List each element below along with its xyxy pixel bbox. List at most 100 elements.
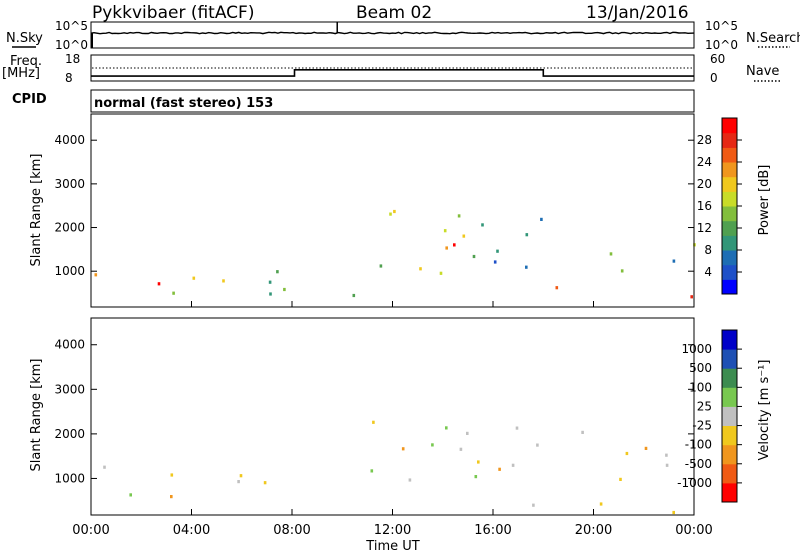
echo-cell (222, 279, 225, 283)
echo-cell (690, 295, 693, 299)
y-tick-label: 1000 (54, 471, 85, 485)
echo-cell (525, 233, 529, 237)
echo-cell (431, 443, 434, 447)
colorbar-swatch (722, 482, 737, 503)
colorbar-tick-label: -100 (685, 438, 712, 452)
colorbar-tick-label: 500 (689, 361, 712, 375)
echo-cell (472, 254, 476, 259)
x-tick-label: 16:00 (474, 523, 511, 538)
echo-cell (269, 292, 272, 296)
power-colorbar-label: Power [dB] (757, 165, 772, 236)
echo-cell (466, 431, 469, 435)
colorbar-swatch (722, 191, 737, 207)
nsearch-tick-top: 10^5 (705, 19, 738, 33)
echo-cell (419, 267, 422, 271)
echo-cell (625, 451, 629, 456)
echo-cell (620, 269, 624, 273)
y-tick-label: 4000 (54, 133, 85, 147)
echo-cell (536, 443, 539, 447)
colorbar-swatch (722, 176, 737, 192)
nsky-panel: N.Sky 10^5 10^0 10^5 10^0 N.Search (6, 19, 800, 52)
freq-tick-top: 18 (65, 52, 80, 66)
velocity-colorbar: -1000 -500 -100 -25 25 100 500 1000 (677, 329, 742, 503)
echo-cell (555, 286, 559, 290)
echo-cell (408, 478, 412, 482)
colorbar-swatch (722, 330, 737, 350)
colorbar-swatch (722, 206, 737, 222)
echo-cell (443, 229, 447, 233)
power-ylabel: Slant Range [km] (29, 154, 44, 267)
colorbar-swatch (722, 463, 737, 484)
nsky-trace (90, 31, 695, 35)
x-tick-label: 04:00 (173, 523, 210, 538)
echo-cell (496, 249, 499, 253)
nsky-tick-top: 10^5 (55, 19, 88, 33)
colorbar-swatch (722, 444, 737, 465)
y-tick-label: 4000 (54, 338, 85, 352)
colorbar-tick-label: 12 (697, 221, 712, 235)
echo-cell (453, 243, 456, 247)
power-panel: 1000 2000 3000 4000 Slant Range [km] 4 8 12 16… (29, 113, 772, 308)
colorbar-tick-label: 8 (704, 243, 712, 257)
colorbar-swatch (722, 349, 737, 369)
velocity-ylabel: Slant Range [km] (29, 359, 44, 472)
echo-cell (665, 463, 669, 467)
colorbar-tick-label: 100 (689, 380, 712, 394)
freq-trace (91, 69, 694, 77)
echo-cell (283, 287, 286, 292)
echo-cell (481, 223, 484, 227)
y-tick-label: 2000 (54, 221, 85, 235)
time-axis: 00:00 04:00 08:00 12:00 16:00 20:00 00:00 (72, 301, 713, 538)
echo-cell (540, 217, 543, 221)
x-tick-label: 08:00 (273, 523, 310, 538)
colorbar-swatch (722, 368, 737, 388)
nsky-tick-bottom: 10^0 (55, 38, 88, 52)
echo-cell (389, 212, 392, 216)
velocity-y-axis: 1000 2000 3000 4000 (54, 338, 694, 485)
colorbar-swatch (722, 220, 737, 236)
echo-cell (532, 503, 535, 507)
echo-cell (239, 474, 243, 478)
nave-tick-bottom: 0 (710, 71, 718, 85)
echo-cell (170, 473, 174, 477)
colorbar-swatch (722, 147, 737, 163)
radar-title: Pykkvibaer (fitACF) (92, 3, 254, 23)
echo-cell (474, 475, 478, 479)
beam-title: Beam 02 (356, 3, 432, 23)
echo-cell (401, 447, 405, 451)
nave-tick-top: 60 (710, 52, 725, 66)
x-tick-label: 12:00 (374, 523, 411, 538)
colorbar-tick-label: -1000 (677, 476, 712, 490)
echo-cell (192, 276, 196, 280)
echo-cell (672, 510, 675, 515)
velocity-panel: 1000 2000 3000 4000 Slant Range [km] -1000 -… (29, 317, 772, 516)
colorbar-swatch (722, 162, 737, 178)
y-tick-label: 3000 (54, 177, 85, 191)
echo-cell (599, 502, 603, 506)
colorbar-tick-label: -500 (685, 457, 712, 471)
echo-cell (445, 426, 448, 430)
power-echoes (94, 209, 696, 299)
echo-cell (498, 467, 501, 471)
freq-tick-bottom: 8 (65, 71, 73, 85)
colorbar-tick-label: 25 (697, 399, 712, 413)
colorbar-swatch (722, 250, 737, 266)
echo-cell (581, 430, 584, 434)
date-title: 13/Jan/2016 (586, 3, 689, 23)
freq-panel: Freq. [MHz] 18 8 60 0 Nave (2, 52, 780, 85)
colorbar-tick-label: 24 (697, 155, 712, 169)
y-tick-label: 3000 (54, 382, 85, 396)
echo-cell (525, 265, 528, 269)
echo-cell (515, 426, 519, 430)
colorbar-swatch (722, 235, 737, 251)
echo-cell (459, 447, 463, 451)
velocity-echoes (103, 420, 675, 515)
velocity-colorbar-label: Velocity [m s⁻¹] (757, 360, 772, 461)
echo-cell (170, 495, 173, 499)
echo-cell (462, 234, 466, 238)
x-tick-label: 00:00 (72, 523, 109, 538)
y-tick-label: 2000 (54, 427, 85, 441)
echo-cell (157, 282, 161, 286)
colorbar-swatch (722, 264, 737, 280)
